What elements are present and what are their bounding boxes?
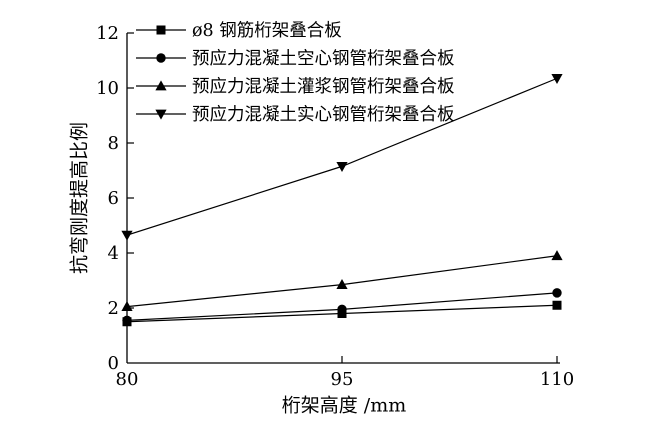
legend-item-1: 预应力混凝土空心钢管桁架叠合板: [136, 49, 455, 69]
legend-item-0: ø8 钢筋桁架叠合板: [136, 21, 342, 41]
triangle-up-marker: [121, 301, 133, 312]
y-tick-label: 12: [96, 23, 119, 44]
triangle-up-marker: [336, 279, 348, 290]
y-tick-label: 2: [108, 298, 119, 319]
triangle-down-marker: [551, 73, 563, 84]
triangle-down-marker: [121, 230, 133, 241]
series-3: [121, 73, 563, 241]
circle-marker: [337, 304, 347, 315]
legend-item-2: 预应力混凝土灌浆钢管桁架叠合板: [136, 77, 455, 97]
triangle-down-marker: [155, 109, 167, 120]
triangle-up-marker: [155, 80, 167, 91]
legend-label: 预应力混凝土实心钢管桁架叠合板: [192, 105, 455, 125]
series-line: [126, 77, 558, 236]
x-tick-label: 95: [331, 369, 354, 390]
legend-label: ø8 钢筋桁架叠合板: [192, 21, 342, 41]
y-tick-label: 6: [108, 188, 119, 209]
series-2: [121, 250, 563, 312]
circle-marker: [122, 315, 132, 326]
legend-label: 预应力混凝土空心钢管桁架叠合板: [192, 49, 455, 69]
square-marker: [552, 300, 562, 310]
x-axis-title: 桁架高度 /mm: [281, 394, 407, 417]
y-tick-label: 0: [108, 353, 119, 374]
square-marker: [156, 25, 166, 35]
x-tick-label: 110: [540, 369, 574, 390]
y-tick-label: 8: [108, 133, 119, 154]
legend-label: 预应力混凝土灌浆钢管桁架叠合板: [192, 77, 455, 97]
series-1: [122, 288, 562, 326]
x-tick-label: 80: [116, 369, 139, 390]
y-tick-label: 10: [96, 78, 119, 99]
y-tick-label: 4: [108, 243, 119, 264]
y-axis-title: 抗弯刚度提高比例: [68, 121, 91, 275]
circle-marker: [552, 288, 562, 298]
triangle-down-marker: [336, 161, 348, 172]
legend-item-3: 预应力混凝土实心钢管桁架叠合板: [136, 105, 455, 125]
triangle-up-marker: [551, 250, 563, 261]
circle-marker: [156, 53, 166, 63]
